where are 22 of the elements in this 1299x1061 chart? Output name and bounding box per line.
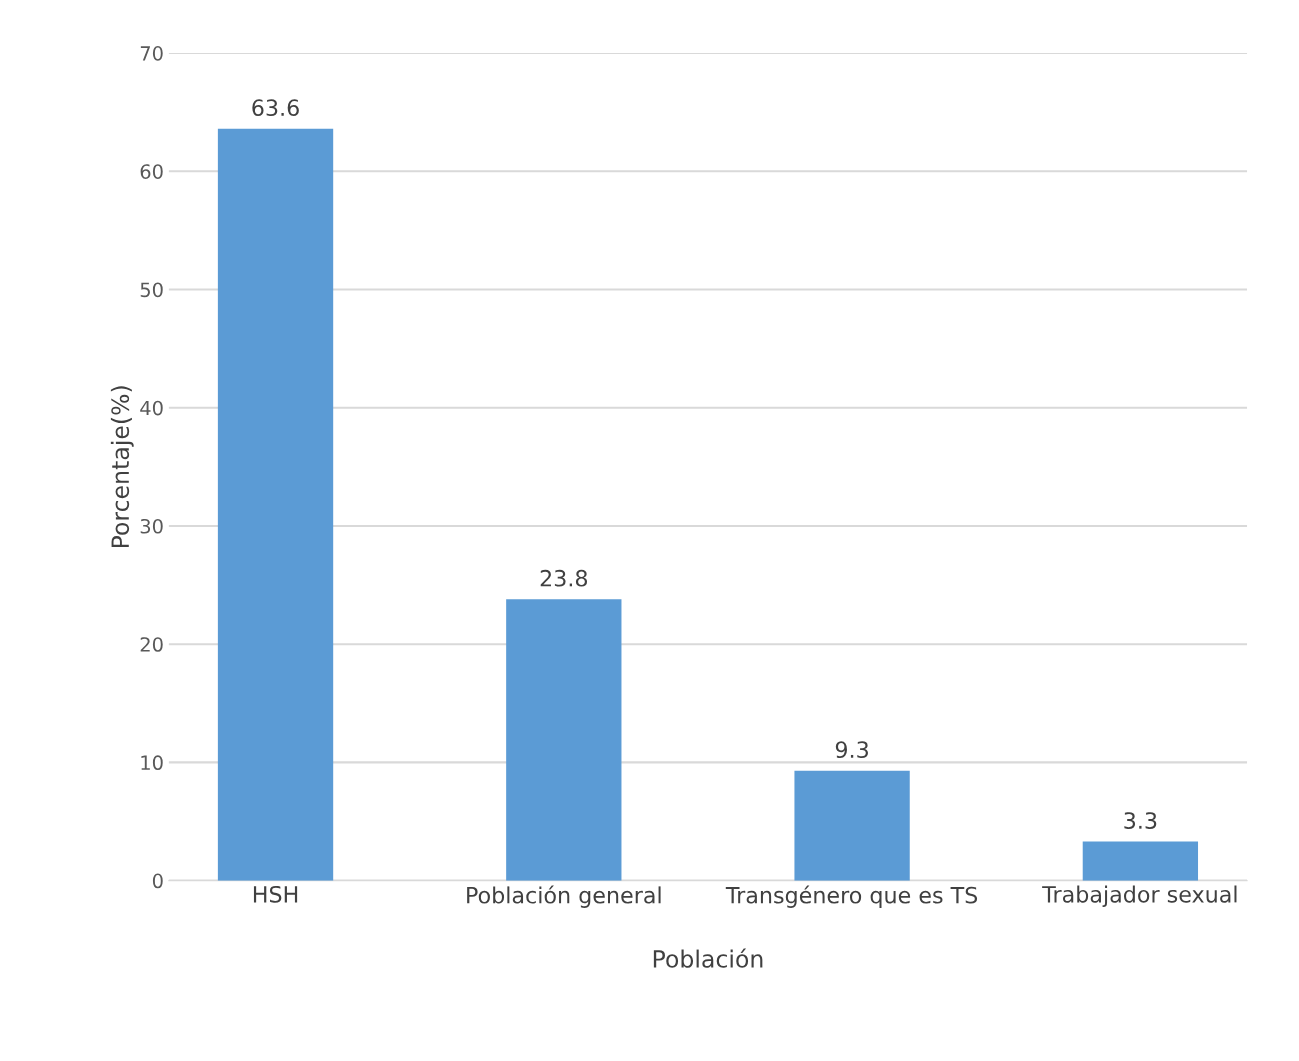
data-label: 3.3 — [1124, 812, 1157, 829]
y-tick-label: 30 — [140, 518, 163, 534]
bar — [506, 599, 622, 881]
y-tick-label: 40 — [140, 400, 163, 416]
x-tick-label: Transgénero que es TS — [725, 885, 978, 908]
bar — [217, 128, 334, 881]
data-label: 23.8 — [540, 569, 588, 587]
y-axis-title: Porcentaje(%) — [110, 386, 134, 548]
y-tick-label: 10 — [141, 755, 163, 771]
y-tick-label: 70 — [140, 46, 163, 61]
bar — [794, 770, 910, 881]
x-axis-title: Población — [653, 948, 763, 968]
x-tick-label: HSH — [253, 885, 298, 903]
bar — [1082, 841, 1199, 881]
y-tick-label: 60 — [140, 164, 163, 179]
y-tick-label: 50 — [140, 282, 163, 298]
x-tick-label: Población general — [467, 885, 661, 908]
y-tick-label: 20 — [140, 637, 163, 652]
data-label: 63.6 — [252, 99, 299, 117]
data-label: 9.3 — [835, 741, 868, 759]
x-tick-label: Trabajador sexual — [1042, 885, 1237, 907]
y-tick-label: 0 — [152, 873, 163, 889]
